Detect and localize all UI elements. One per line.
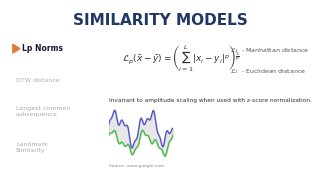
Text: $\mathcal{L}_p(\bar{x} - \bar{y}) = \left(\sum_{i=1}^{L} |x_i - y_i|^p\right)^{\: $\mathcal{L}_p(\bar{x} - \bar{y}) = \lef…: [122, 44, 240, 75]
Text: DTW distance: DTW distance: [16, 78, 60, 84]
Text: Longest common
subsequence: Longest common subsequence: [16, 106, 70, 117]
Text: Landmark
Similarity: Landmark Similarity: [16, 142, 48, 153]
Text: Lp Norms: Lp Norms: [22, 44, 63, 53]
Text: SIMILARITY MODELS: SIMILARITY MODELS: [73, 13, 247, 28]
Polygon shape: [13, 44, 20, 53]
Text: Invariant to amplitude scaling when used with z-score normalization.: Invariant to amplitude scaling when used…: [109, 98, 312, 103]
Text: Source: www.google.com: Source: www.google.com: [109, 164, 164, 168]
Text: $\mathcal{L}_2$  - Euclidean distance: $\mathcal{L}_2$ - Euclidean distance: [230, 68, 307, 76]
Text: $\mathcal{L}_1$  - Manhattan distance: $\mathcal{L}_1$ - Manhattan distance: [230, 46, 310, 55]
